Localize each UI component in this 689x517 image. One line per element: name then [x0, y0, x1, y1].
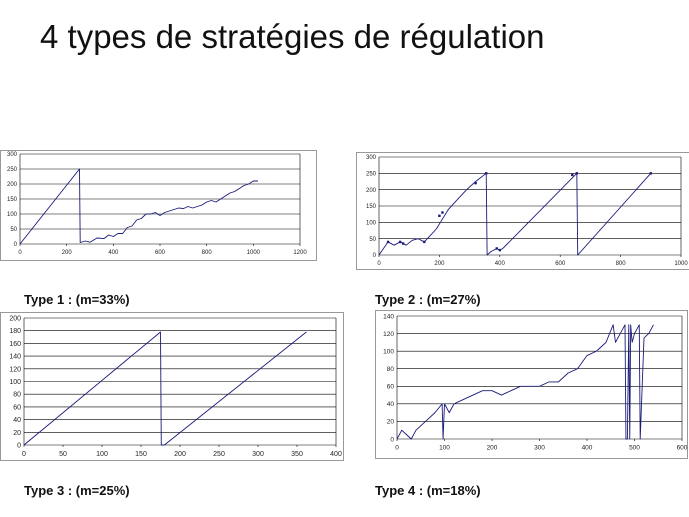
y-tick-label: 200 [7, 182, 18, 188]
y-tick-label: 120 [383, 331, 394, 338]
y-tick-label: 250 [7, 167, 18, 173]
chart-type-3: 0 20 40 60 80 100 120 140 160 180 200 0 50 100 150 200 2… [0, 312, 344, 461]
x-tick-label: 600 [155, 250, 166, 256]
chart-frame [356, 152, 689, 270]
y-tick-label: 200 [366, 188, 377, 194]
data-point [401, 242, 405, 245]
x-tick-label: 600 [555, 261, 566, 267]
caption-type-4: Type 4 : (m=18%) [375, 483, 481, 498]
data-point [474, 181, 477, 185]
data-point [438, 214, 441, 217]
y-tick-label: 300 [7, 152, 18, 158]
data-point [571, 173, 574, 177]
data-point [498, 248, 501, 252]
data-point [649, 172, 652, 175]
y-tick-label: 20 [13, 430, 21, 437]
y-tick-label: 60 [13, 404, 21, 411]
y-tick-label: 0 [17, 442, 21, 449]
x-tick-label: 0 [22, 451, 26, 458]
chart-type-1: 0 50 100 150 200 250 300 0 200 400 600 800 1000 1200 [0, 150, 317, 261]
x-tick-label: 400 [495, 261, 506, 267]
x-tick-label: 1000 [674, 261, 688, 267]
y-tick-label: 80 [387, 366, 395, 373]
y-tick-label: 140 [9, 354, 21, 361]
y-tick-label: 250 [366, 171, 377, 177]
x-tick-label: 400 [108, 250, 119, 256]
data-point [485, 172, 488, 175]
chart-type-2: 0 50 100 150 200 250 300 0 200 400 600 800 1000 [356, 152, 689, 270]
x-tick-label: 1000 [247, 250, 261, 256]
x-tick-label: 1200 [293, 250, 307, 256]
x-tick-label: 200 [487, 445, 498, 452]
x-tick-label: 300 [252, 451, 264, 458]
x-tick-label: 400 [330, 451, 342, 458]
data-point [441, 211, 444, 214]
y-tick-label: 100 [383, 348, 394, 355]
y-tick-label: 150 [7, 197, 18, 203]
y-tick-label: 50 [10, 227, 17, 233]
x-tick-label: 500 [629, 445, 640, 452]
data-point [575, 172, 579, 175]
x-tick-label: 800 [616, 261, 627, 267]
y-tick-label: 40 [387, 401, 395, 408]
page-title: 4 types de stratégies de régulation [40, 18, 545, 55]
x-tick-label: 350 [291, 451, 303, 458]
chart-frame [375, 310, 688, 459]
chart-type-4: 0 20 40 60 80 100 120 140 0 100 200 300 400 500 600 [375, 310, 688, 459]
y-tick-label: 120 [9, 366, 21, 373]
x-tick-label: 100 [96, 451, 108, 458]
y-tick-label: 80 [13, 392, 21, 399]
y-tick-label: 100 [7, 212, 18, 218]
x-tick-label: 600 [677, 445, 688, 452]
x-tick-label: 50 [59, 451, 67, 458]
data-point [386, 240, 390, 244]
y-tick-label: 300 [366, 155, 377, 161]
x-tick-label: 0 [18, 250, 22, 256]
y-tick-label: 0 [373, 253, 377, 259]
caption-type-2: Type 2 : (m=27%) [375, 292, 481, 307]
x-tick-label: 150 [135, 451, 147, 458]
series-line [396, 324, 654, 440]
y-tick-label: 50 [369, 237, 376, 243]
y-tick-label: 150 [366, 204, 377, 210]
series-line [19, 168, 258, 245]
data-point [495, 247, 498, 250]
x-tick-label: 0 [395, 445, 399, 452]
y-tick-label: 100 [9, 379, 21, 386]
series-line [23, 331, 307, 446]
x-tick-label: 100 [439, 445, 450, 452]
x-tick-label: 300 [534, 445, 545, 452]
y-tick-label: 200 [9, 315, 21, 322]
series-line [378, 172, 652, 256]
x-tick-label: 200 [174, 451, 186, 458]
y-tick-label: 100 [366, 220, 377, 226]
x-tick-label: 200 [434, 261, 445, 267]
x-tick-label: 800 [202, 250, 213, 256]
x-tick-label: 200 [62, 250, 73, 256]
y-tick-label: 20 [387, 419, 395, 426]
data-point [423, 240, 426, 244]
x-tick-label: 0 [377, 261, 381, 267]
caption-type-1: Type 1 : (m=33%) [24, 292, 130, 307]
chart-frame [0, 150, 317, 261]
y-tick-label: 0 [390, 436, 394, 443]
x-tick-label: 250 [213, 451, 225, 458]
caption-type-3: Type 3 : (m=25%) [24, 483, 130, 498]
y-tick-label: 0 [14, 242, 18, 248]
y-tick-label: 140 [383, 313, 394, 320]
data-point [398, 240, 402, 244]
y-tick-label: 40 [13, 417, 21, 424]
chart-frame [0, 312, 344, 461]
x-tick-label: 400 [582, 445, 593, 452]
y-tick-label: 180 [9, 328, 21, 335]
y-tick-label: 60 [387, 384, 395, 391]
y-tick-label: 160 [9, 341, 21, 348]
